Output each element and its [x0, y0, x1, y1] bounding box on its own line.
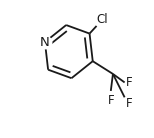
Text: N: N — [40, 36, 50, 49]
Text: F: F — [126, 97, 132, 110]
Text: Cl: Cl — [97, 13, 108, 26]
Text: F: F — [126, 76, 132, 89]
Text: F: F — [107, 94, 114, 107]
